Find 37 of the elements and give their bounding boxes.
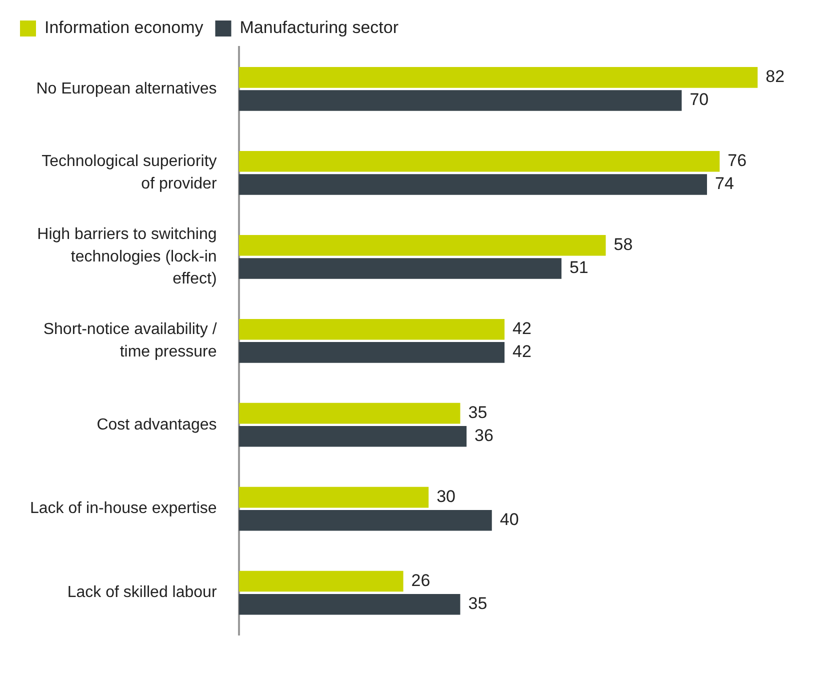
bar	[238, 510, 492, 531]
y-tick-label: Short-notice availability / time pressure	[43, 321, 218, 361]
data-label: 42	[512, 342, 532, 362]
y-tick-label: Cost advantages	[96, 416, 217, 434]
y-tick-label: High barriers to switching technologies (lock-in effect)	[37, 226, 217, 288]
data-label: 35	[468, 403, 488, 422]
bar	[238, 342, 505, 363]
data-label: 40	[500, 510, 519, 530]
bar	[238, 318, 505, 340]
data-label: 35	[468, 594, 488, 614]
bar	[238, 594, 460, 615]
bar	[238, 570, 404, 592]
legend-label: Manufacturing sector	[240, 18, 399, 38]
legend-label: Information economy	[44, 18, 204, 38]
data-label: 76	[728, 151, 747, 170]
data-label: 74	[715, 174, 734, 194]
bar	[238, 486, 429, 508]
bar	[238, 258, 562, 279]
y-tick-label: Technological superiority of provider	[42, 153, 218, 193]
bar	[238, 151, 720, 172]
y-tick-label: No European alternatives	[36, 80, 217, 98]
bar	[238, 234, 606, 256]
bar	[238, 174, 708, 195]
bar	[238, 67, 758, 88]
data-label: 58	[614, 235, 633, 254]
bar	[238, 402, 460, 424]
bar	[238, 90, 682, 111]
y-tick-label: Lack of in-house expertise	[30, 500, 217, 518]
data-label: 30	[436, 486, 456, 506]
bar	[238, 426, 467, 447]
data-label: 42	[512, 319, 532, 338]
data-label: 26	[411, 570, 430, 590]
data-label: 82	[766, 67, 785, 86]
data-label: 51	[569, 258, 588, 278]
data-label: 70	[690, 90, 709, 110]
y-tick-label: Lack of skilled labour	[67, 584, 218, 602]
data-label: 36	[474, 426, 494, 446]
